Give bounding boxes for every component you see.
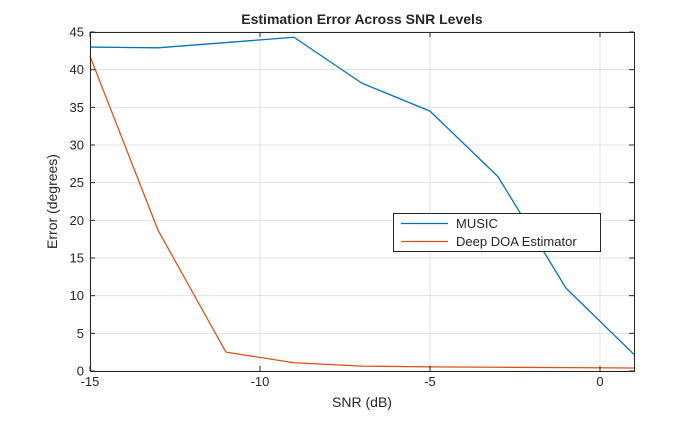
y-tick-label: 30 xyxy=(70,138,84,153)
y-tick-label: 35 xyxy=(70,100,84,115)
data-series xyxy=(89,36,635,369)
y-tick-label: 25 xyxy=(70,175,84,190)
x-tick-label: 0 xyxy=(596,374,603,389)
y-tick-label: 15 xyxy=(70,251,84,266)
x-tick-label: -10 xyxy=(251,374,270,389)
axes-frame xyxy=(89,31,635,372)
y-tick-label: 40 xyxy=(70,62,84,77)
chart-title: Estimation Error Across SNR Levels xyxy=(241,11,483,27)
legend-label-music: MUSIC xyxy=(456,216,498,231)
x-tick-label: -5 xyxy=(424,374,436,389)
y-tick-label: 20 xyxy=(70,213,84,228)
y-axis-label: Error (degrees) xyxy=(44,154,60,249)
legend: MUSIC Deep DOA Estimator xyxy=(393,213,601,252)
y-tick-label: 10 xyxy=(70,288,84,303)
x-tick-label: -15 xyxy=(81,374,100,389)
y-tick-label: 5 xyxy=(77,326,84,341)
legend-label-deep-doa: Deep DOA Estimator xyxy=(456,234,577,249)
plot-border xyxy=(90,32,635,372)
y-tick-label: 0 xyxy=(77,364,84,379)
x-axis-label: SNR (dB) xyxy=(332,394,392,410)
legend-box xyxy=(393,213,601,252)
series-line-music xyxy=(89,36,635,355)
y-tick-label: 45 xyxy=(70,25,84,40)
series-line-deep-doa-estimator xyxy=(89,55,635,369)
tick-labels: -15 -10 -5 0 0 5 10 15 20 25 30 35 40 45 xyxy=(70,25,604,390)
